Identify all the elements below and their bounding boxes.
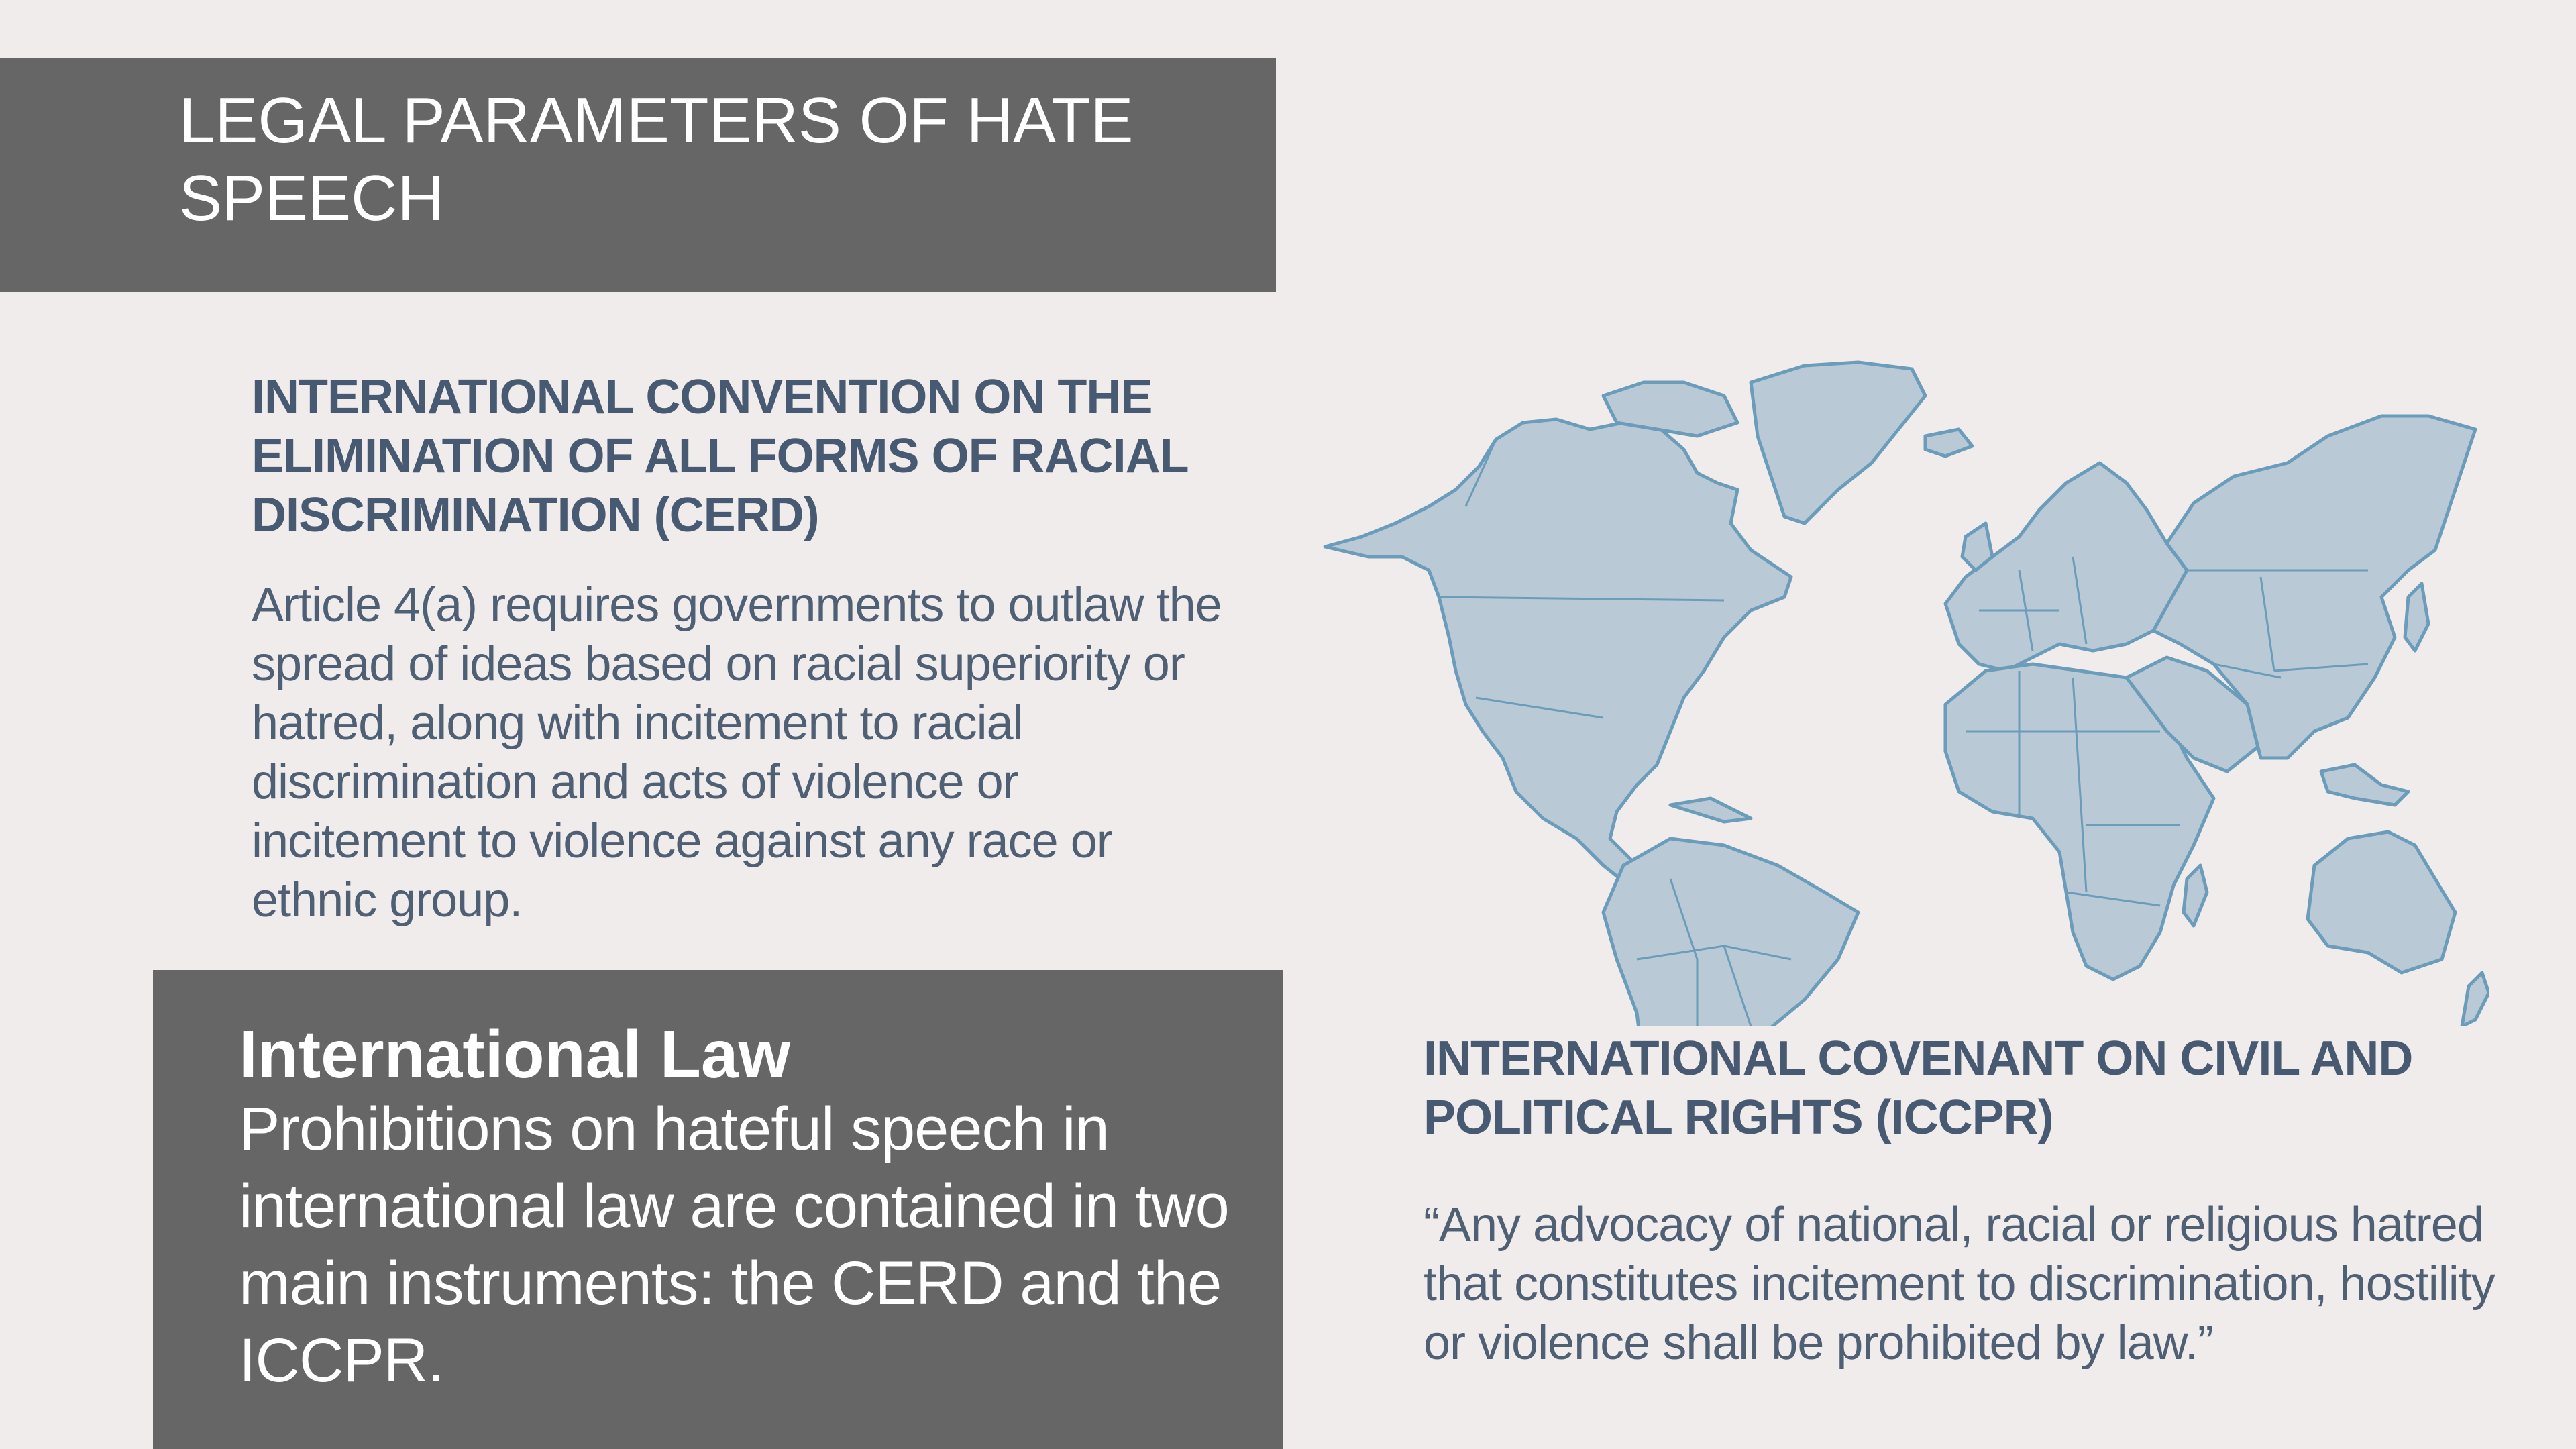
map-us-mexico-border xyxy=(1475,696,1604,719)
world-map-image xyxy=(1323,360,2489,1026)
map-arctic-islands xyxy=(1601,380,1739,438)
map-us-canada-border xyxy=(1438,596,1725,602)
map-madagascar xyxy=(2182,863,2209,928)
map-africa xyxy=(1943,662,2216,981)
international-law-title: International Law xyxy=(239,1017,791,1092)
title-bar: LEGAL PARAMETERS OF HATE SPEECH xyxy=(0,58,1276,292)
map-japan xyxy=(2403,582,2430,653)
map-southeast-asia-islands xyxy=(2319,763,2410,807)
map-caribbean xyxy=(1668,796,1753,824)
map-south-america-borders xyxy=(1636,878,1792,1026)
map-africa-borders xyxy=(1966,671,2180,907)
map-north-america xyxy=(1323,417,1793,894)
international-law-body: Prohibitions on hateful speech in intern… xyxy=(239,1095,1230,1395)
map-europe-borders xyxy=(1979,556,2088,651)
cerd-heading: INTERNATIONAL CONVENTION ON THE ELIMINAT… xyxy=(252,370,1188,542)
iccpr-heading: INTERNATIONAL COVENANT ON CIVIL AND POLI… xyxy=(1424,1032,2413,1144)
map-australia xyxy=(2306,830,2457,975)
international-law-panel: International Law Prohibitions on hatefu… xyxy=(153,970,1283,1449)
page-title: LEGAL PARAMETERS OF HATE SPEECH xyxy=(179,85,1134,234)
map-asia-borders xyxy=(2187,569,2369,679)
map-greenland xyxy=(1749,360,1927,525)
map-iceland xyxy=(1923,427,1974,458)
map-uk xyxy=(1960,521,1994,572)
cerd-body-text: Article 4(a) requires governments to out… xyxy=(252,578,1222,927)
map-alaska-border xyxy=(1464,439,1497,507)
map-south-america xyxy=(1601,837,1860,1026)
map-new-zealand xyxy=(2460,971,2489,1026)
iccpr-body-text: “Any advocacy of national, racial or rel… xyxy=(1424,1198,2496,1370)
